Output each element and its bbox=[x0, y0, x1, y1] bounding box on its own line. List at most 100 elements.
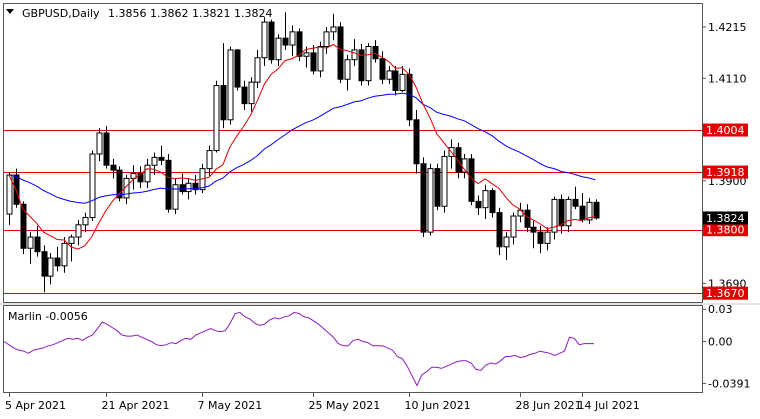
candle-body bbox=[268, 21, 275, 61]
time-tick-label: 14 Jul 2021 bbox=[578, 399, 640, 412]
candle-body bbox=[372, 46, 379, 60]
candle bbox=[268, 19, 275, 64]
candle-body bbox=[220, 85, 227, 121]
candle bbox=[482, 184, 489, 219]
candle bbox=[275, 34, 282, 67]
level-label-bg bbox=[703, 123, 748, 137]
candle bbox=[475, 195, 482, 216]
candle-body bbox=[172, 184, 179, 210]
candle bbox=[427, 163, 434, 236]
candle bbox=[455, 142, 462, 179]
candle-body bbox=[593, 201, 600, 219]
candle bbox=[206, 145, 213, 176]
candle bbox=[68, 234, 75, 262]
candle bbox=[503, 232, 510, 260]
time-tick-label: 21 Apr 2021 bbox=[102, 399, 170, 412]
candle bbox=[27, 232, 34, 264]
level-label: 1.3800 bbox=[706, 224, 745, 237]
level-label-bg bbox=[703, 286, 748, 300]
candle bbox=[303, 46, 310, 68]
candle-body bbox=[351, 49, 358, 61]
candle-body bbox=[185, 182, 192, 193]
ohlc-values: 1.3856 1.3862 1.3821 1.3824 bbox=[108, 7, 272, 20]
candle-body bbox=[427, 168, 434, 233]
candle bbox=[386, 66, 393, 85]
price-panel-frame bbox=[3, 3, 703, 303]
candle-body bbox=[206, 150, 213, 170]
candle bbox=[399, 66, 406, 92]
candle bbox=[144, 158, 151, 189]
candle bbox=[227, 46, 234, 125]
candle-body bbox=[434, 168, 441, 207]
candle-body bbox=[303, 52, 310, 57]
candle-body bbox=[496, 212, 503, 248]
candle bbox=[586, 197, 593, 224]
candle-body bbox=[537, 231, 544, 244]
candle-body bbox=[579, 205, 586, 221]
candle bbox=[61, 237, 68, 273]
candle bbox=[213, 80, 220, 153]
candle-body bbox=[572, 198, 579, 207]
fast-ma-line bbox=[8, 43, 596, 250]
candle bbox=[413, 110, 420, 174]
candle bbox=[330, 13, 337, 41]
oscillator-tick-label: 0.00 bbox=[708, 335, 733, 348]
candle-body bbox=[68, 236, 75, 244]
candle-body bbox=[358, 49, 365, 82]
candle bbox=[344, 54, 351, 91]
candle-body bbox=[241, 86, 248, 105]
candle bbox=[593, 199, 600, 220]
candle bbox=[379, 51, 386, 85]
candle bbox=[558, 194, 565, 234]
candle-body bbox=[213, 85, 220, 152]
candle-body bbox=[61, 242, 68, 267]
candle-body bbox=[510, 215, 517, 238]
candle-body bbox=[399, 73, 406, 91]
candle bbox=[47, 253, 54, 285]
candle bbox=[75, 219, 82, 246]
candle-body bbox=[517, 209, 524, 217]
level-label-bg bbox=[703, 223, 748, 237]
symbol-label: GBPUSD,Daily bbox=[22, 7, 100, 20]
candle-body bbox=[289, 31, 296, 46]
candle-body bbox=[310, 52, 317, 72]
oscillator-panel-frame bbox=[3, 305, 703, 393]
candle bbox=[130, 165, 137, 190]
candle bbox=[289, 25, 296, 57]
candle bbox=[82, 212, 89, 233]
candle-body bbox=[254, 57, 261, 83]
oscillator-tick-label: -0.0391 bbox=[708, 378, 750, 391]
time-tick-label: 25 May 2021 bbox=[309, 399, 381, 412]
candle-body bbox=[192, 182, 199, 191]
candle-body bbox=[130, 173, 137, 179]
collapse-arrow-icon[interactable] bbox=[6, 9, 14, 14]
candle-body bbox=[144, 164, 151, 183]
candle bbox=[441, 150, 448, 213]
candle-body bbox=[420, 163, 427, 233]
candle-body bbox=[137, 173, 144, 183]
candle bbox=[248, 77, 255, 112]
candle bbox=[282, 12, 289, 50]
candle bbox=[261, 17, 268, 67]
candle-body bbox=[282, 37, 289, 46]
candle-body bbox=[586, 201, 593, 221]
candle-body bbox=[179, 184, 186, 193]
candle bbox=[151, 152, 158, 175]
candle-body bbox=[275, 37, 282, 61]
candle bbox=[365, 43, 372, 86]
candle-body bbox=[47, 257, 54, 277]
candle bbox=[110, 158, 117, 179]
candle bbox=[165, 153, 172, 213]
level-label: 1.3918 bbox=[706, 166, 745, 179]
candle bbox=[89, 150, 96, 221]
time-tick-label: 5 Apr 2021 bbox=[5, 399, 66, 412]
candle bbox=[372, 40, 379, 63]
candle bbox=[565, 196, 572, 233]
candle bbox=[392, 66, 399, 96]
candle bbox=[420, 157, 427, 238]
time-tick-label: 10 Jun 2021 bbox=[405, 399, 471, 412]
candle-body bbox=[103, 132, 110, 166]
price-tick-label: 1.4110 bbox=[708, 72, 747, 85]
candle-body bbox=[365, 46, 372, 82]
